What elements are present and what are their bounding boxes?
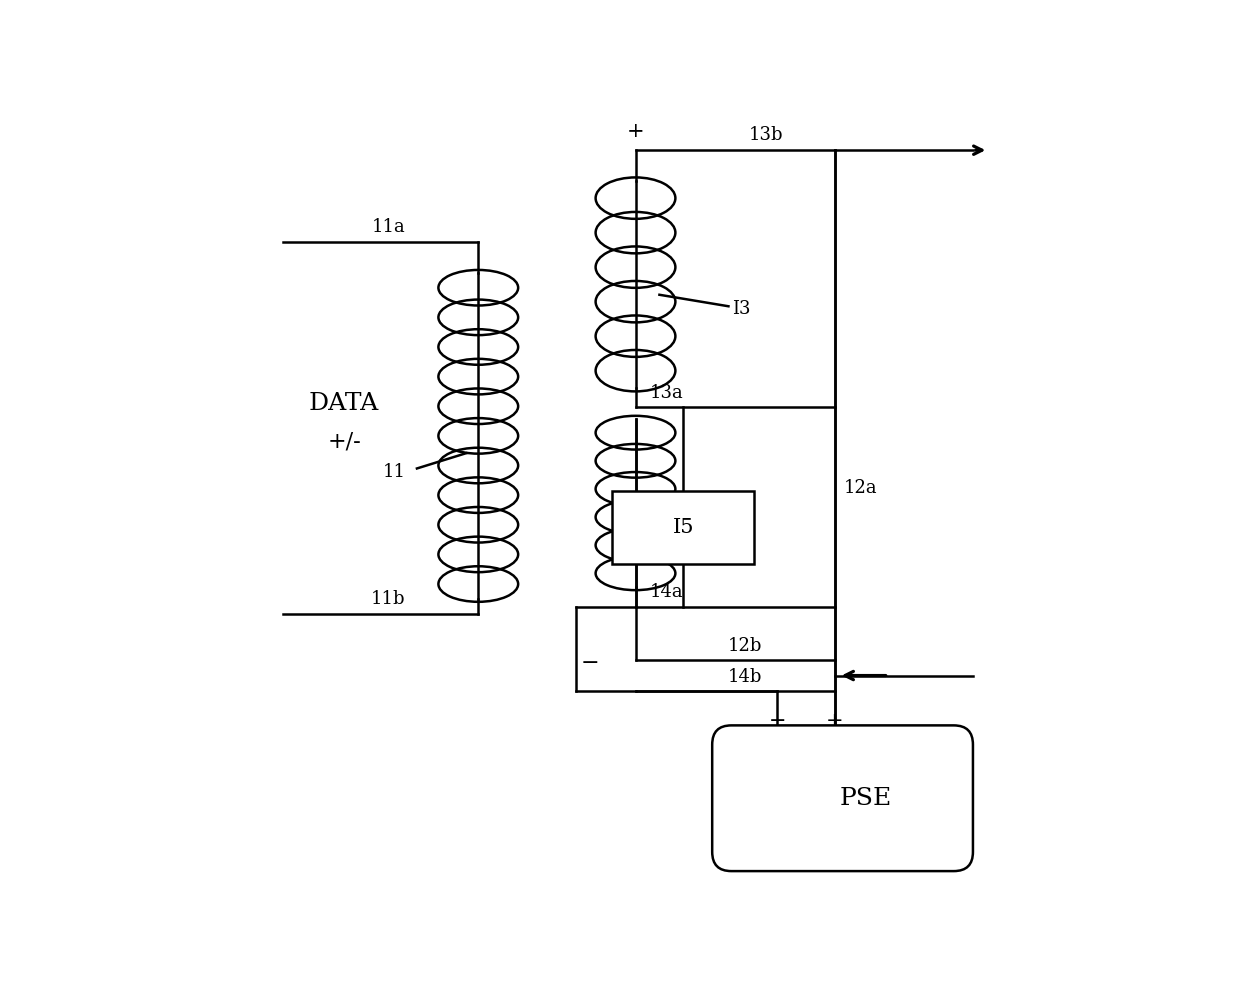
- Text: 12b: 12b: [728, 636, 761, 654]
- Text: 11a: 11a: [371, 218, 405, 236]
- Text: 13b: 13b: [749, 126, 784, 144]
- FancyBboxPatch shape: [712, 725, 973, 872]
- Text: +/-: +/-: [327, 430, 361, 452]
- Text: I5: I5: [672, 518, 694, 538]
- Text: 12: 12: [727, 822, 749, 840]
- Text: −: −: [769, 711, 786, 731]
- Text: −: −: [580, 653, 599, 673]
- Text: 14a: 14a: [650, 583, 683, 602]
- Text: +: +: [826, 711, 843, 731]
- Text: DATA: DATA: [309, 391, 379, 414]
- Text: I3: I3: [733, 300, 750, 318]
- Text: 14: 14: [733, 516, 755, 534]
- Text: 14b: 14b: [728, 667, 761, 685]
- Text: 11b: 11b: [371, 590, 405, 608]
- Text: +: +: [626, 122, 645, 141]
- Text: 13a: 13a: [650, 383, 683, 401]
- Text: PSE: PSE: [839, 787, 892, 810]
- Text: 12a: 12a: [844, 479, 878, 497]
- Bar: [613, 491, 754, 565]
- Text: 11: 11: [382, 463, 405, 481]
